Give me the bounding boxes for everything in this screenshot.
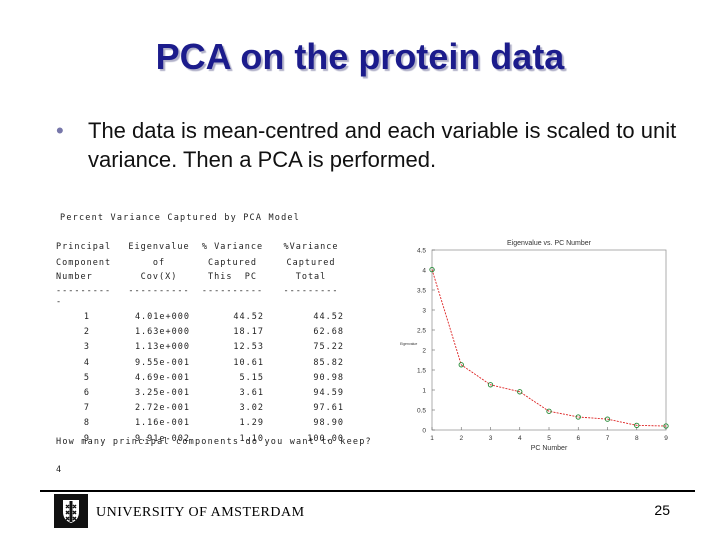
table-cell: 9 — [83, 433, 90, 444]
table-cell: 1.13e+000 — [134, 342, 190, 353]
table-header-dash: - — [56, 297, 63, 307]
y-tick-label: 1 — [422, 388, 426, 395]
table-header-cell: Component — [56, 258, 112, 268]
data-point — [458, 362, 464, 368]
table-header-cell: Number — [56, 272, 93, 282]
table-cell: 3 — [83, 342, 90, 353]
x-tick-label: 1 — [430, 435, 434, 442]
table-cell: 3.25e-001 — [134, 388, 190, 398]
table-cell: 18.17 — [233, 327, 264, 338]
x-tick-label: 8 — [635, 435, 639, 442]
table-header-cell: Cov(X) — [140, 272, 178, 282]
y-tick-label: 1.5 — [417, 368, 426, 375]
plot-area — [431, 249, 667, 431]
table-cell: 1.10 — [239, 433, 264, 444]
table-cell: 62.68 — [313, 327, 344, 338]
y-tick-label: 0 — [422, 428, 426, 435]
table-header-cell: --------- — [56, 286, 112, 296]
table-prompt: How many principal components do you wan… — [56, 437, 372, 447]
table-cell: 75.22 — [313, 342, 344, 353]
table-header-cell: ---------- — [128, 286, 190, 296]
y-tick-label: 4.5 — [417, 248, 426, 255]
x-axis-label: PC Number — [531, 445, 568, 452]
table-cell: 9.55e-001 — [134, 357, 190, 368]
table-cell: 5 — [83, 372, 90, 383]
table-header-cell: Principal — [56, 242, 112, 252]
data-point — [575, 414, 581, 420]
data-point — [634, 422, 640, 429]
table-cell: 12.53 — [233, 342, 264, 353]
table-header-cell: Eigenvalue — [128, 242, 190, 252]
table-cell: 97.61 — [313, 403, 344, 414]
table-cell: 9.91e-002 — [134, 433, 190, 444]
table-cell: 3.02 — [239, 403, 264, 414]
x-tick-label: 5 — [547, 435, 551, 442]
table-cell: 4.69e-001 — [134, 372, 190, 383]
y-tick-label: 0.5 — [417, 408, 426, 415]
data-point — [663, 423, 669, 429]
table-cell: 8 — [83, 418, 90, 429]
table-cell: 1.29 — [239, 418, 264, 429]
x-tick-label: 3 — [489, 435, 493, 442]
table-cell: 94.59 — [313, 388, 344, 398]
y-tick-label: 3.5 — [417, 288, 426, 295]
table-header-cell: This PC — [208, 272, 257, 282]
shield-icon — [63, 500, 79, 523]
table-header-cell: Total — [295, 272, 327, 282]
chart-title: Eigenvalue vs. PC Number — [507, 240, 592, 247]
footer-divider — [40, 490, 695, 492]
table-cell: 10.61 — [233, 357, 264, 368]
university-name: UNIVERSITY OF AMSTERDAM — [96, 505, 305, 520]
page-number: 25 — [654, 502, 670, 518]
table-header-cell: ---------- — [201, 286, 264, 296]
eigenvalue-scree-plot: Eigenvalue vs. PC Number PC Number Eigenva… — [400, 240, 669, 452]
table-cell: 2 — [83, 327, 90, 338]
university-logo — [54, 494, 88, 528]
table-cell: 1.63e+000 — [134, 327, 190, 338]
x-tick-label: 6 — [576, 435, 580, 442]
x-tick-label: 2 — [459, 435, 463, 442]
eigenvalue-line — [431, 269, 667, 427]
table-header-cell: %Variance — [283, 242, 339, 252]
table-cell: 1 — [83, 312, 90, 322]
table-answer: 4 — [56, 465, 63, 475]
bullet-text: The data is mean-centred and each variab… — [88, 118, 677, 172]
table-cell: 5.15 — [239, 372, 264, 383]
slide-title: PCA on the protein data — [155, 36, 565, 77]
x-tick-label: 4 — [518, 435, 522, 442]
y-tick-label: 4 — [422, 268, 426, 275]
table-cell: 1.16e-001 — [134, 418, 190, 429]
table-header-cell: Captured — [286, 258, 336, 268]
x-tick-label: 9 — [664, 435, 668, 442]
table-header-cell: of — [152, 258, 166, 268]
data-point — [487, 382, 494, 388]
table-header-cell: --------- — [283, 286, 339, 296]
data-point — [546, 408, 552, 414]
table-cell: 98.90 — [313, 418, 344, 429]
table-cell: 3.61 — [239, 388, 264, 398]
bullet-dot-icon: • — [56, 118, 64, 143]
y-axis-label: Eigenvalue — [400, 342, 417, 346]
table-cell: 90.98 — [313, 372, 344, 383]
table-cell: 7 — [83, 403, 90, 414]
table-cell: 85.82 — [313, 357, 344, 368]
table-cell: 44.52 — [233, 312, 264, 322]
table-cell: 6 — [83, 388, 90, 398]
table-cell: 2.72e-001 — [134, 403, 190, 414]
table-header-cell: Captured — [208, 258, 257, 268]
y-tick-label: 2 — [422, 348, 426, 355]
data-point — [517, 389, 523, 395]
table-header-cell: % Variance — [201, 242, 264, 252]
y-tick-label: 3 — [422, 308, 426, 315]
x-tick-label: 7 — [606, 435, 610, 442]
table-cell: 44.52 — [313, 312, 344, 322]
table-cell: 100.00 — [307, 433, 344, 444]
table-cell: 4 — [83, 357, 90, 368]
data-point — [429, 266, 435, 273]
table-cell: 4.01e+000 — [134, 312, 190, 322]
table-caption: Percent Variance Captured by PCA Model — [60, 213, 301, 223]
data-point — [604, 416, 611, 422]
y-tick-label: 2.5 — [417, 328, 426, 335]
